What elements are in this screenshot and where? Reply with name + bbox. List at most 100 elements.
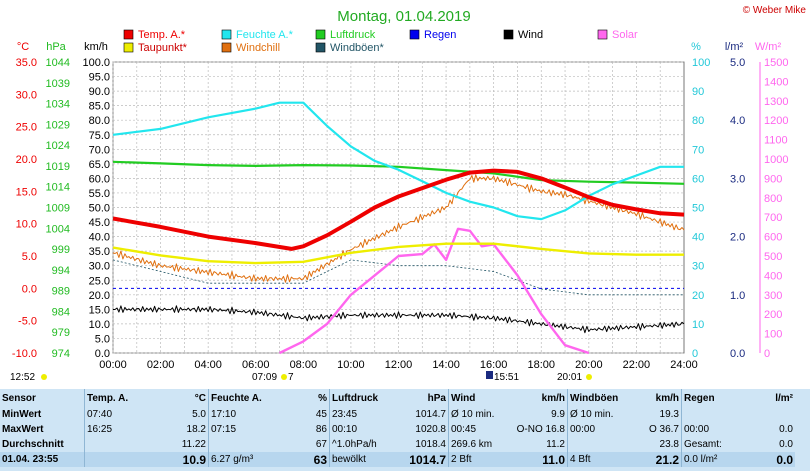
header-rain: Regen <box>681 389 741 407</box>
table-cell-wind-time: Ø 10 min. <box>448 407 513 422</box>
axis-unit-hpa: hPa <box>46 41 66 53</box>
x-tick-label: 02:00 <box>147 359 175 371</box>
axis-tick-label-wm2: 0 <box>764 348 770 360</box>
series-line-windben <box>112 259 684 296</box>
axis-tick-label-lm2: 1.0 <box>730 290 745 302</box>
x-tick-label: 20:00 <box>575 359 603 371</box>
axis-tick-label-hpa: 984 <box>52 306 70 318</box>
table-cell-rain-time <box>681 407 741 422</box>
table-cell-rain-time: 00:00 <box>681 422 741 437</box>
table-cell-label: MinWert <box>2 409 42 420</box>
header-rain-unit: l/m² <box>775 392 793 404</box>
table-cell-label: 01.04. 23:55 <box>0 452 85 467</box>
sun-indicator-icon <box>41 374 47 380</box>
axis-tick-label-wm2: 600 <box>764 232 782 244</box>
table-cell-hum-val: 63 <box>283 452 330 467</box>
x-tick-label: 14:00 <box>432 359 460 371</box>
series-line-feuchtea <box>112 101 684 221</box>
time-left: 12:52 <box>10 372 35 383</box>
table-cell-gust-time: 00:00 <box>567 422 632 437</box>
legend-swatch <box>221 42 232 53</box>
header-wind-unit: km/h <box>541 392 565 404</box>
axis-tick-label-percent: 40 <box>692 232 704 244</box>
legend-label: Feuchte A.* <box>236 29 294 41</box>
axis-tick-label-kmh: 55.0 <box>89 188 110 200</box>
table-cell-hum-time: 17:10 <box>208 407 283 422</box>
copyright-text: © Weber Mike <box>743 5 807 16</box>
table-cell-rain-time: Gesamt: <box>681 437 741 452</box>
legend-swatch <box>123 29 134 40</box>
legend-swatch <box>503 29 514 40</box>
table-cell-press-time: ^1.0hPa/h <box>329 437 399 452</box>
legend-label: Solar <box>612 29 638 41</box>
axis-tick-label-hpa: 1014 <box>46 182 70 194</box>
table-cell-hum-time: 6.27 g/m³ <box>208 452 283 467</box>
axis-tick-label-celsius: 10.0 <box>16 219 37 231</box>
axis-tick-label-wm2: 1300 <box>764 96 788 108</box>
header-press: Luftdruck <box>329 389 399 407</box>
axis-tick-label-wm2: 300 <box>764 290 782 302</box>
axis-tick-label-kmh: 35.0 <box>89 246 110 258</box>
x-tick-label: 06:00 <box>242 359 270 371</box>
chart-axes: 35.0 30.0 25.0 20.0 15.0 10.0 5.0 0.0 -5.0 -10.0 °… <box>12 41 789 371</box>
axis-tick-label-kmh: 5.0 <box>95 333 110 345</box>
high-time: 15:51 <box>494 372 519 383</box>
x-tick-label: 10:00 <box>337 359 365 371</box>
series-line-tempa <box>112 168 685 251</box>
axis-tick-label-hpa: 974 <box>52 348 70 360</box>
axis-tick-label-wm2: 200 <box>764 309 782 321</box>
axis-tick-label-kmh: 60.0 <box>89 173 110 185</box>
table-cell-gust-val: 19.3 <box>659 409 679 420</box>
x-tick-label: 18:00 <box>527 359 555 371</box>
axis-tick-label-kmh: 90.0 <box>89 86 110 98</box>
header-temp-unit: °C <box>194 392 206 404</box>
sunrise-suffix: 7 <box>288 372 294 383</box>
axis-tick-label-hpa: 1034 <box>46 99 70 111</box>
axis-tick-label-kmh: 80.0 <box>89 115 110 127</box>
axis-tick-label-kmh: 85.0 <box>89 101 110 113</box>
table-cell-gust-val: 23.8 <box>659 439 679 450</box>
axis-tick-label-percent: 50 <box>692 203 704 215</box>
axis-tick-label-wm2: 1500 <box>764 57 788 69</box>
axis-unit-celsius: °C <box>17 41 29 53</box>
axis-tick-label-hpa: 1019 <box>46 161 70 173</box>
sunset-time: 20:01 <box>557 372 582 383</box>
axis-tick-label-kmh: 20.0 <box>89 290 110 302</box>
table-cell-hum-val: 67 <box>315 439 327 450</box>
series-line-luftdruck <box>112 160 685 185</box>
legend-swatch <box>315 42 326 53</box>
table-cell-press-val: 1018.4 <box>415 439 446 450</box>
legend-label: Temp. A.* <box>138 29 186 41</box>
table-cell-temp-val: 5.0 <box>192 409 206 420</box>
table-cell-gust-time: 4 Bft <box>567 452 632 467</box>
axis-tick-label-kmh: 100.0 <box>82 57 110 69</box>
axis-tick-label-kmh: 95.0 <box>89 72 110 84</box>
axis-tick-label-celsius: 25.0 <box>16 122 37 134</box>
weather-chart: 35.0 30.0 25.0 20.0 15.0 10.0 5.0 0.0 -5.0 -10.0 °… <box>10 5 807 383</box>
x-tick-label: 00:00 <box>99 359 127 371</box>
axis-tick-label-kmh: 45.0 <box>89 217 110 229</box>
table-cell-press-val: 1014.7 <box>415 409 446 420</box>
table-cell-temp-time <box>84 437 159 452</box>
legend-label: Windböen* <box>330 42 385 54</box>
table-cell-hum-val: 45 <box>315 409 327 420</box>
axis-unit-wm2: W/m² <box>755 41 782 53</box>
axis-tick-label-percent: 100 <box>692 57 710 69</box>
legend-label: Regen <box>424 29 456 41</box>
axis-tick-label-wm2: 800 <box>764 193 782 205</box>
table-cell-hum-time: 07:15 <box>208 422 283 437</box>
axis-tick-label-kmh: 65.0 <box>89 159 110 171</box>
axis-tick-label-kmh: 50.0 <box>89 203 110 215</box>
axis-tick-label-kmh: 10.0 <box>89 319 110 331</box>
table-cell-hum-time <box>208 437 283 452</box>
axis-tick-label-hpa: 999 <box>52 244 70 256</box>
axis-tick-label-hpa: 1039 <box>46 78 70 90</box>
x-tick-label: 22:00 <box>623 359 651 371</box>
axis-tick-label-percent: 70 <box>692 144 704 156</box>
axis-tick-label-hpa: 994 <box>52 265 70 277</box>
table-cell-gust-time: Ø 10 min. <box>567 407 632 422</box>
table-cell-press-val: 1020.8 <box>415 424 446 435</box>
table-row: MaxWert 16:25 18.2 07:15 86 00:10 1020.8 00:45 O… <box>0 422 795 437</box>
table-cell-wind-val: 11.2 <box>546 439 565 450</box>
header-press-unit: hPa <box>427 392 446 404</box>
